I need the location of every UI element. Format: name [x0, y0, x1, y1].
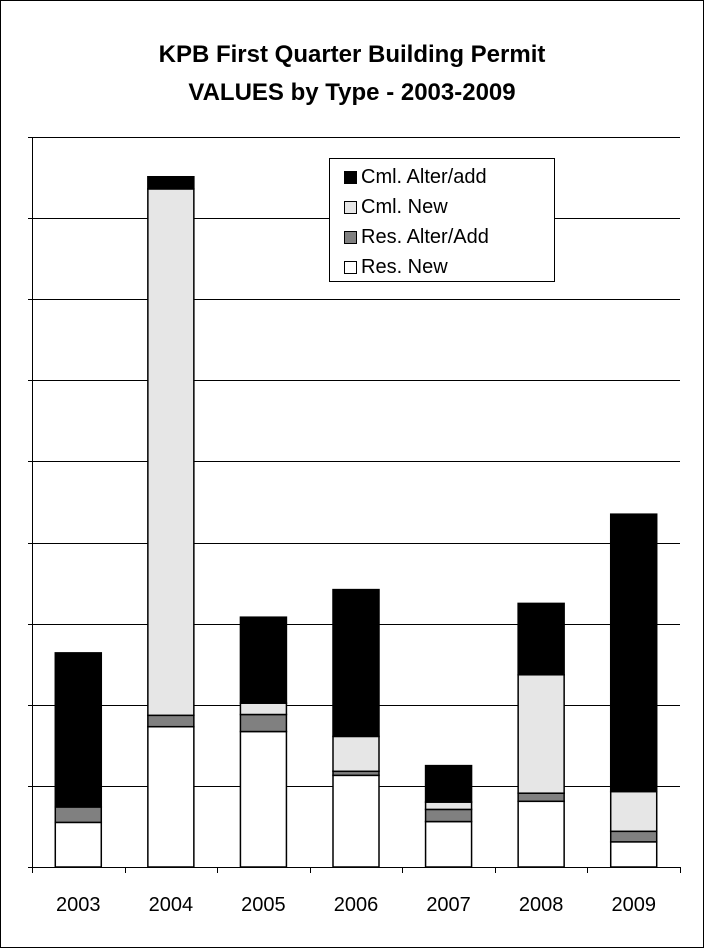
- legend-label: Cml. Alter/add: [361, 165, 487, 188]
- chart-title-line-2: VALUES by Type - 2003-2009: [188, 79, 516, 106]
- chart-legend: Cml. Alter/add Cml. New Res. Alter/Add Res.…: [329, 158, 555, 282]
- bar-res-new-2003: [54, 821, 103, 868]
- x-tick-label: 2005: [241, 894, 286, 916]
- x-tick-label: 2009: [611, 894, 656, 916]
- legend-swatch: [344, 260, 357, 274]
- bar-cml-new-2005: [239, 702, 288, 716]
- bar-cml-alter-add-2009: [609, 513, 658, 793]
- legend-swatch: [344, 200, 357, 214]
- legend-item: Res. New: [344, 252, 448, 282]
- legend-swatch: [344, 170, 357, 184]
- x-tick-label: 2004: [149, 894, 194, 916]
- x-tick-label: 2003: [56, 894, 101, 916]
- bar-cml-new-2007: [424, 801, 473, 811]
- bar-cml-alter-add-2008: [517, 602, 565, 676]
- bar-cml-alter-add-2003: [54, 652, 103, 808]
- bar-res-new-2008: [517, 800, 565, 868]
- legend-label: Res. Alter/Add: [361, 225, 489, 248]
- bar-res-alter-add-2009: [609, 830, 658, 843]
- bar-cml-new-2004: [147, 188, 195, 717]
- bar-cml-new-2009: [609, 790, 658, 833]
- bar-cml-alter-add-2005: [239, 616, 288, 704]
- legend-item: Res. Alter/Add: [344, 222, 489, 252]
- x-tick-label: 2008: [519, 894, 564, 916]
- chart-title: KPB First Quarter Building Permit VALUES…: [0, 36, 704, 112]
- bar-res-alter-add-2008: [517, 792, 565, 803]
- bar-cml-new-2006: [332, 735, 380, 773]
- bar-res-new-2004: [147, 725, 195, 868]
- legend-swatch: [344, 230, 357, 244]
- bar-cml-new-2008: [517, 674, 565, 794]
- bar-res-new-2007: [424, 820, 473, 868]
- legend-item: Cml. New: [344, 192, 448, 222]
- bar-res-new-2005: [239, 730, 288, 868]
- legend-label: Res. New: [361, 255, 448, 278]
- bar-cml-alter-add-2004: [147, 175, 195, 190]
- bar-cml-alter-add-2007: [424, 764, 473, 803]
- chart-title-line-1: KPB First Quarter Building Permit: [158, 41, 546, 68]
- bar-res-alter-add-2007: [424, 808, 473, 823]
- x-tick-label: 2007: [426, 894, 471, 916]
- bar-res-alter-add-2005: [239, 713, 288, 733]
- bar-res-new-2009: [609, 841, 658, 868]
- bar-res-alter-add-2004: [147, 714, 195, 728]
- legend-item: Cml. Alter/add: [344, 162, 487, 192]
- bar-cml-alter-add-2006: [332, 588, 380, 738]
- bar-res-new-2006: [332, 774, 380, 868]
- x-tick-label: 2006: [334, 894, 379, 916]
- bar-res-alter-add-2003: [54, 806, 103, 824]
- legend-label: Cml. New: [361, 195, 448, 218]
